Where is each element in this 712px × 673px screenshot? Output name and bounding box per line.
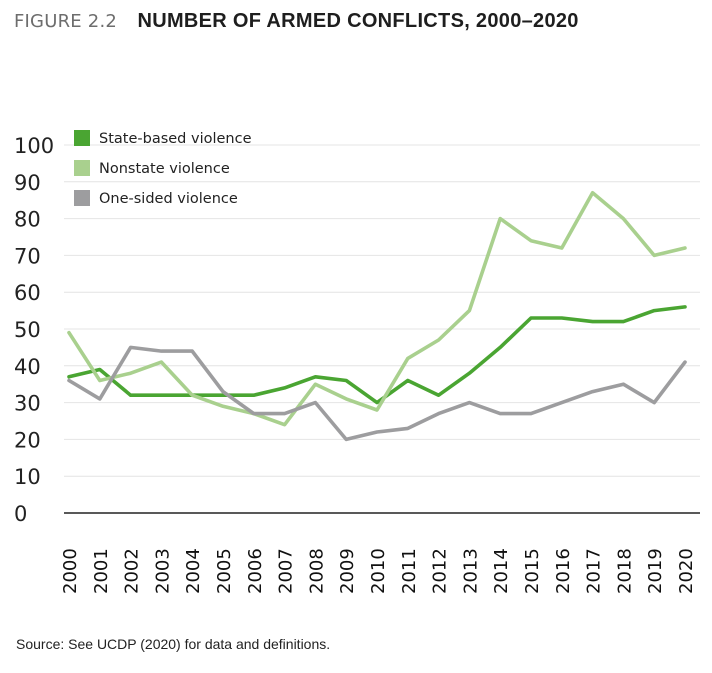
y-tick-90: 90 (14, 171, 41, 195)
x-tick-2014: 2014 (491, 548, 512, 594)
y-tick-10: 10 (14, 465, 41, 489)
legend-label-state-based-violence: State-based violence (99, 131, 252, 147)
y-tick-0: 0 (14, 502, 27, 526)
x-tick-2015: 2015 (522, 548, 543, 594)
x-tick-2002: 2002 (122, 548, 143, 594)
y-tick-70: 70 (14, 244, 41, 268)
y-tick-60: 60 (14, 281, 41, 305)
source-note: Source: See UCDP (2020) for data and def… (16, 636, 331, 652)
legend-swatch-state-based-violence (74, 130, 90, 146)
x-tick-2006: 2006 (245, 548, 266, 594)
y-tick-20: 20 (14, 428, 41, 452)
x-tick-2012: 2012 (430, 548, 451, 594)
x-tick-2004: 2004 (183, 548, 204, 594)
x-tick-2013: 2013 (460, 548, 481, 594)
x-tick-2005: 2005 (214, 548, 235, 594)
figure-header: FIGURE 2.2 NUMBER OF ARMED CONFLICTS, 20… (14, 10, 579, 33)
x-tick-2016: 2016 (553, 548, 574, 594)
figure-label: FIGURE 2.2 (14, 11, 118, 32)
legend-label-nonstate-violence: Nonstate violence (99, 161, 230, 177)
series-line-one-sided-violence (67, 345, 687, 442)
x-tick-2010: 2010 (368, 548, 389, 594)
y-tick-50: 50 (14, 318, 41, 342)
y-tick-40: 40 (14, 355, 41, 379)
x-tick-2001: 2001 (91, 548, 112, 594)
series-line-nonstate-violence (67, 191, 687, 427)
x-tick-2017: 2017 (584, 548, 605, 594)
x-tick-2003: 2003 (152, 548, 173, 594)
y-tick-100: 100 (14, 134, 54, 158)
x-tick-2008: 2008 (306, 548, 327, 594)
x-tick-2019: 2019 (645, 548, 666, 594)
x-tick-2009: 2009 (337, 548, 358, 594)
series-line-state-based-violence (67, 305, 687, 405)
x-tick-2011: 2011 (399, 548, 420, 594)
legend-swatch-one-sided-violence (74, 190, 90, 206)
legend-label-one-sided-violence: One-sided violence (99, 191, 238, 207)
x-tick-2020: 2020 (676, 548, 697, 594)
chart-title: NUMBER OF ARMED CONFLICTS, 2000–2020 (137, 10, 579, 32)
y-tick-30: 30 (14, 392, 41, 416)
x-tick-2018: 2018 (614, 548, 635, 594)
x-tick-2007: 2007 (276, 548, 297, 594)
legend-swatch-nonstate-violence (74, 160, 90, 176)
y-tick-80: 80 (14, 208, 41, 232)
x-tick-2000: 2000 (60, 548, 81, 594)
